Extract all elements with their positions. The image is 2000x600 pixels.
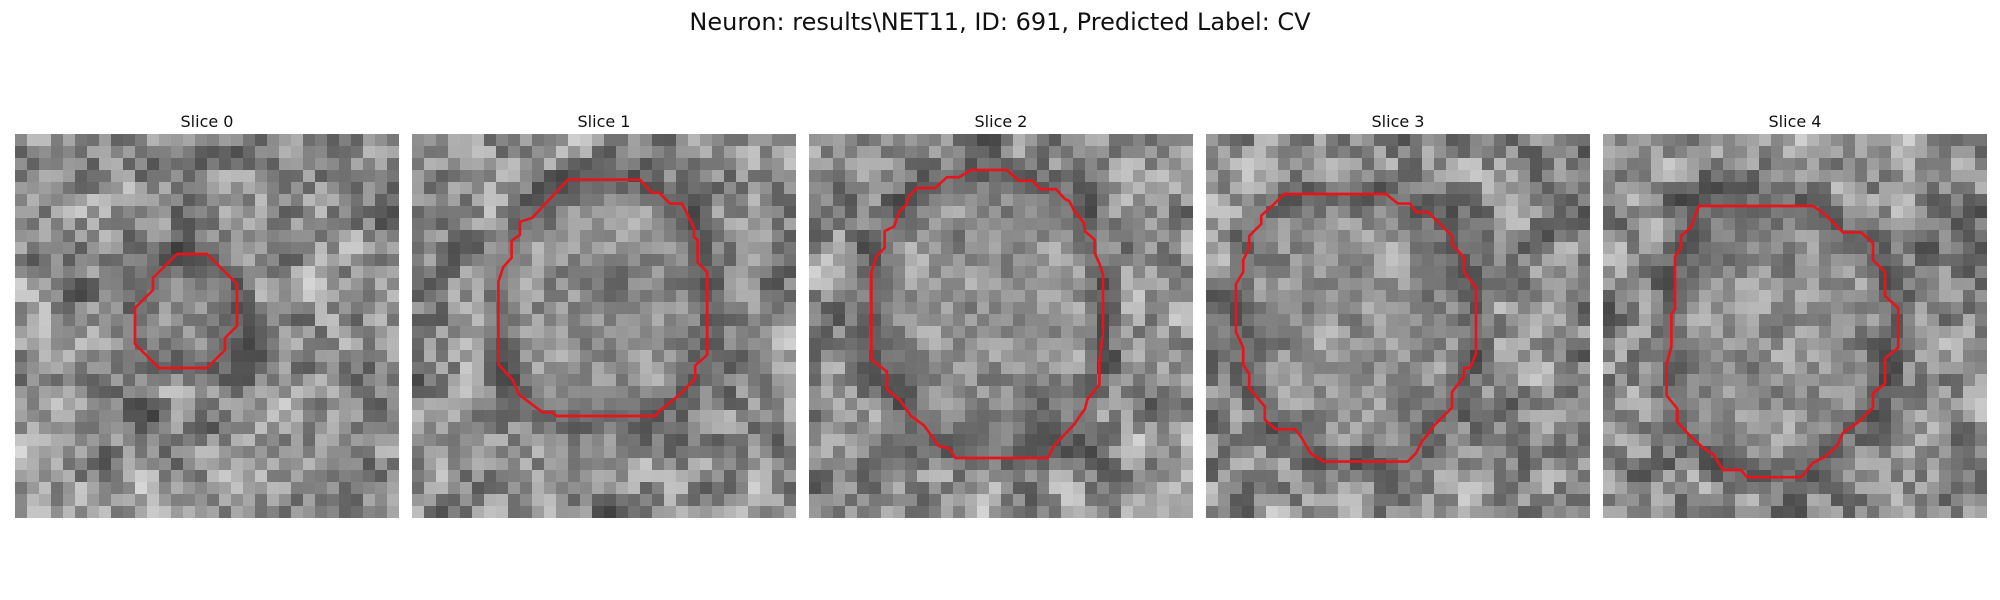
slice-panel-1: Slice 1 bbox=[412, 110, 796, 518]
slice-image bbox=[809, 134, 1193, 518]
slice-panel-0: Slice 0 bbox=[15, 110, 399, 518]
figure-title: Neuron: results\NET11, ID: 691, Predicte… bbox=[689, 8, 1311, 36]
slice-panel-2: Slice 2 bbox=[809, 110, 1193, 518]
slice-image bbox=[15, 134, 399, 518]
slice-image bbox=[1603, 134, 1987, 518]
slice-title: Slice 2 bbox=[974, 112, 1028, 131]
slice-image bbox=[412, 134, 796, 518]
contour-overlay bbox=[1665, 204, 1900, 479]
contour-overlay bbox=[1234, 192, 1478, 463]
slice-title: Slice 1 bbox=[577, 112, 631, 131]
slice-panel-4: Slice 4 bbox=[1603, 110, 1987, 518]
roi-contour bbox=[870, 168, 1105, 460]
roi-contour bbox=[497, 178, 709, 418]
slice-title: Slice 0 bbox=[180, 112, 234, 131]
contour-overlay bbox=[870, 168, 1105, 460]
contour-overlay bbox=[497, 178, 709, 418]
slice-panel-3: Slice 3 bbox=[1206, 110, 1590, 518]
roi-contour bbox=[1234, 192, 1478, 463]
roi-contour bbox=[133, 252, 239, 370]
slice-title: Slice 3 bbox=[1371, 112, 1425, 131]
slice-image bbox=[1206, 134, 1590, 518]
contour-overlay bbox=[133, 252, 239, 370]
slice-title: Slice 4 bbox=[1768, 112, 1822, 131]
roi-contour bbox=[1665, 204, 1900, 479]
